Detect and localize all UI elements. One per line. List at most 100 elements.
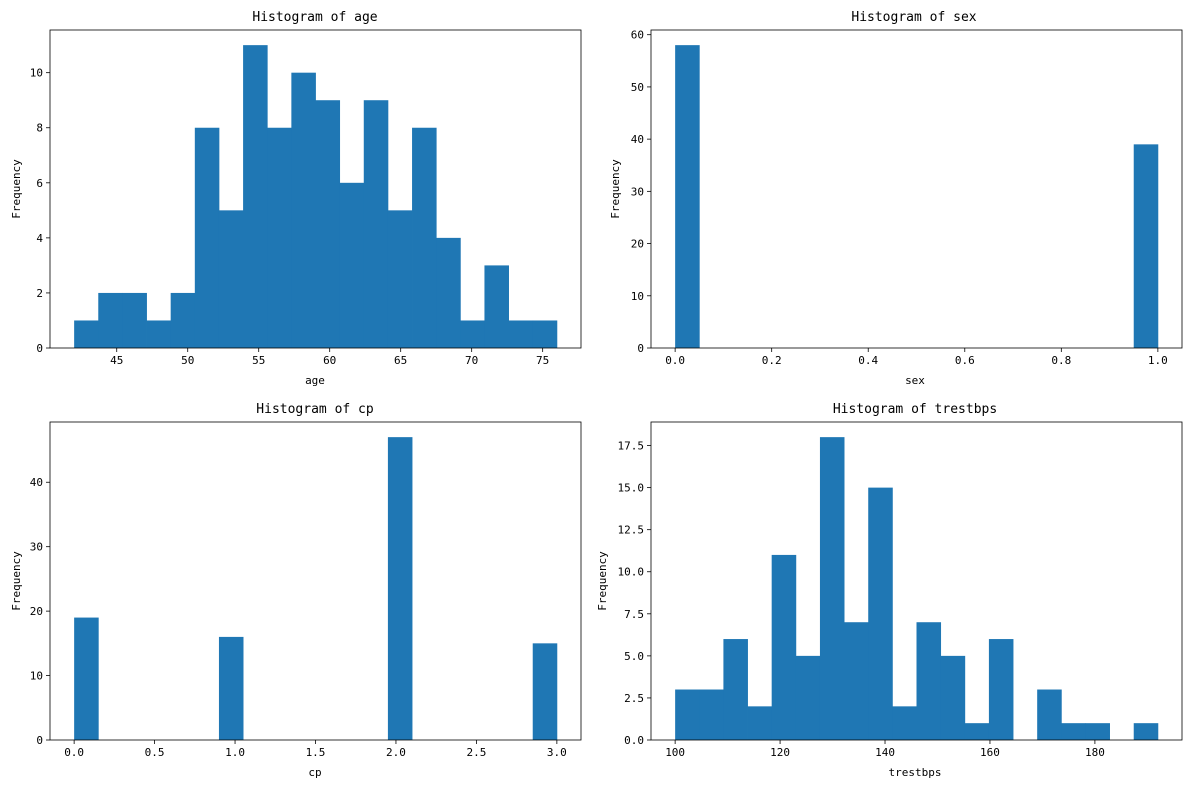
histogram-bar — [194, 127, 220, 349]
x-tick-label: 120 — [770, 746, 790, 759]
histogram-bar — [795, 655, 821, 740]
histogram-bar — [723, 639, 748, 740]
subplot-cp: Histogram of cp 0.0 0.5 1.0 1.5 2.0 2.5 3.0 0 1… — [10, 402, 582, 779]
subplot-title: Histogram of trestbps — [833, 402, 997, 417]
subplot-title: Histogram of age — [252, 10, 377, 25]
histogram-bars — [74, 45, 558, 349]
y-tick-label: 10 — [30, 67, 43, 80]
y-ticks: 0 2 4 6 8 10 — [30, 67, 50, 355]
histogram-bar — [819, 437, 845, 740]
x-tick-label: 2.0 — [386, 746, 406, 759]
x-tick-label: 180 — [1085, 746, 1105, 759]
histogram-bar — [291, 72, 316, 349]
x-axis-label: trestbps — [889, 766, 942, 779]
x-tick-label: 0.4 — [858, 354, 878, 367]
y-tick-label: 30 — [30, 541, 43, 554]
y-tick-label: 0.0 — [624, 734, 644, 747]
histogram-bar — [771, 554, 797, 740]
histogram-bar — [412, 127, 437, 349]
y-tick-label: 20 — [30, 605, 43, 618]
histogram-bar — [675, 45, 700, 348]
histogram-bar — [218, 636, 244, 740]
x-tick-label: 1.0 — [1148, 354, 1168, 367]
subplot-age: Histogram of age 45 50 55 60 65 70 75 0246810 … — [10, 10, 582, 387]
axes-frame — [650, 421, 1183, 741]
x-ticks: 45 50 55 60 65 70 75 — [110, 348, 549, 367]
histogram-bar — [436, 237, 461, 348]
histogram-bar — [699, 689, 724, 740]
x-tick-label: 0.0 — [665, 354, 685, 367]
y-tick-label: 10.0 — [618, 566, 645, 579]
histogram-bar — [387, 437, 413, 740]
y-tick-label: 0 — [36, 342, 43, 355]
y-tick-label: 2 — [36, 287, 43, 300]
histogram-bar — [1133, 144, 1159, 348]
histogram-bar — [339, 182, 365, 348]
x-axis-label: age — [305, 374, 325, 387]
y-tick-label: 6 — [36, 177, 43, 190]
y-tick-label: 15.0 — [618, 482, 645, 495]
x-tick-label: 140 — [875, 746, 895, 759]
y-tick-label: 5.0 — [624, 650, 644, 663]
x-tick-label: 60 — [323, 354, 336, 367]
x-tick-label: 0.6 — [955, 354, 975, 367]
histogram-bar — [243, 45, 268, 348]
histogram-bar — [844, 622, 869, 740]
histogram-bar — [940, 655, 966, 740]
y-axis-label: Frequency — [10, 551, 23, 611]
histogram-bar — [916, 622, 942, 740]
y-tick-label: 0 — [637, 342, 644, 355]
x-tick-label: 0.2 — [762, 354, 782, 367]
x-axis-label: sex — [905, 374, 925, 387]
y-tick-label: 10 — [30, 670, 43, 683]
histogram-bar — [363, 100, 389, 349]
histogram-bar — [988, 639, 1014, 740]
y-ticks: 0 10 20 30 40 50 60 — [631, 29, 651, 355]
x-tick-label: 100 — [665, 746, 685, 759]
histogram-bars — [675, 437, 1159, 740]
x-tick-label: 55 — [252, 354, 265, 367]
histogram-bar — [892, 706, 917, 740]
x-tick-label: 45 — [110, 354, 123, 367]
y-tick-label: 10 — [631, 290, 644, 303]
histogram-bar — [964, 723, 990, 740]
y-tick-label: 40 — [30, 476, 43, 489]
y-tick-label: 30 — [631, 185, 644, 198]
histogram-bar — [74, 320, 99, 348]
y-tick-label: 20 — [631, 238, 644, 251]
x-tick-label: 0.0 — [64, 746, 84, 759]
histogram-bar — [1037, 689, 1062, 740]
histogram-bar — [146, 320, 172, 348]
histogram-bar — [122, 292, 147, 348]
x-ticks: 0.0 0.5 1.0 1.5 2.0 2.5 3.0 — [64, 740, 567, 759]
y-tick-label: 60 — [631, 29, 644, 42]
histogram-bars — [74, 437, 558, 740]
y-axis-label: Frequency — [10, 159, 23, 219]
y-axis-label: Frequency — [609, 159, 622, 219]
x-tick-label: 70 — [465, 354, 478, 367]
histogram-bar — [170, 292, 196, 348]
axes-frame — [49, 29, 582, 349]
x-tick-label: 2.5 — [466, 746, 486, 759]
histogram-bars — [675, 45, 1159, 348]
y-tick-label: 40 — [631, 133, 644, 146]
subplot-sex: Histogram of sex 0.0 0.2 0.4 0.6 0.8 1.0 0 10 2… — [609, 10, 1183, 387]
histogram-bar — [532, 643, 558, 740]
y-tick-label: 7.5 — [624, 608, 644, 621]
y-tick-label: 0 — [36, 734, 43, 747]
subplot-trestbps: Histogram of trestbps 100 120 140 160 180 0.… — [596, 402, 1183, 779]
y-ticks: 0.0 2.5 5.0 7.5 10.0 12.5 15.0 17.5 — [618, 440, 651, 747]
histogram-bar — [218, 210, 244, 348]
x-tick-label: 1.5 — [306, 746, 326, 759]
x-tick-label: 65 — [394, 354, 407, 367]
y-tick-label: 4 — [36, 232, 43, 245]
histogram-bar — [1061, 723, 1086, 740]
subplot-title: Histogram of sex — [851, 10, 976, 25]
x-axis-label: cp — [308, 766, 321, 779]
subplot-title: Histogram of cp — [256, 402, 374, 417]
x-tick-label: 75 — [536, 354, 549, 367]
x-tick-label: 1.0 — [225, 746, 245, 759]
histogram-bar — [675, 689, 700, 740]
histogram-bar — [1133, 723, 1159, 740]
